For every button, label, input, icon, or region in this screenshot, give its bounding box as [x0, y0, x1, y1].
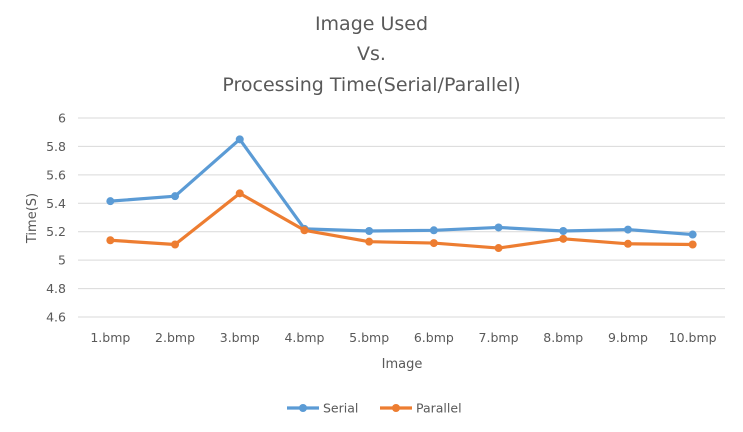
series-group: [106, 135, 697, 253]
legend: Serial Parallel: [287, 401, 462, 416]
data-point-serial: [429, 226, 438, 235]
x-tick-label: 9.bmp: [608, 330, 648, 345]
y-tick-label: 5.2: [46, 224, 66, 239]
data-point-parallel: [688, 240, 697, 249]
data-point-parallel: [429, 239, 438, 248]
x-tick-label: 6.bmp: [414, 330, 454, 345]
legend-item-serial: Serial: [287, 401, 358, 416]
y-tick-label: 4.8: [46, 281, 66, 296]
y-axis-title: Time(S): [25, 193, 40, 244]
x-tick-label: 5.bmp: [349, 330, 389, 345]
data-point-serial: [623, 225, 632, 234]
data-point-parallel: [235, 189, 244, 198]
legend-label-serial: Serial: [323, 401, 358, 416]
y-tick-label: 5: [58, 253, 66, 268]
series-line-parallel: [108, 191, 695, 250]
data-point-serial: [559, 227, 568, 236]
x-tick-label: 1.bmp: [90, 330, 130, 345]
data-point-parallel: [300, 226, 309, 235]
data-point-parallel: [623, 239, 632, 248]
x-axis-ticks: 1.bmp 2.bmp 3.bmp 4.bmp 5.bmp 6.bmp 7.bmp 8.bmp…: [90, 330, 716, 345]
x-tick-label: 7.bmp: [479, 330, 519, 345]
y-tick-label: 5.4: [46, 196, 66, 211]
data-point-parallel: [171, 240, 180, 249]
legend-marker-parallel: [392, 404, 400, 412]
data-point-parallel: [494, 244, 503, 253]
chart-title-line-2: Vs.: [357, 43, 386, 65]
data-point-serial: [365, 227, 374, 236]
data-point-serial: [171, 192, 180, 201]
chart-title: Image Used Vs. Processing Time(Serial/Pa…: [222, 13, 520, 96]
legend-label-parallel: Parallel: [416, 401, 462, 416]
gridlines: [78, 117, 725, 318]
y-tick-label: 5.6: [46, 167, 66, 182]
chart-title-line-3: Processing Time(Serial/Parallel): [222, 74, 520, 96]
x-tick-label: 10.bmp: [669, 330, 717, 345]
data-point-serial: [106, 197, 115, 206]
y-tick-label: 6: [58, 111, 66, 126]
data-point-parallel: [365, 237, 374, 246]
data-point-parallel: [106, 236, 115, 245]
series-parallel: [106, 189, 697, 253]
x-tick-label: 3.bmp: [220, 330, 260, 345]
data-point-serial: [688, 230, 697, 239]
series-serial: [106, 135, 697, 239]
y-axis-ticks: 4.6 4.8 5 5.2 5.4 5.6 5.8 6: [46, 111, 66, 325]
chart-title-line-1: Image Used: [315, 13, 428, 35]
data-point-serial: [494, 223, 503, 232]
series-line-serial: [108, 137, 695, 237]
y-tick-label: 5.8: [46, 139, 66, 154]
legend-item-parallel: Parallel: [380, 401, 462, 416]
x-axis-title: Image: [382, 357, 423, 372]
data-point-parallel: [559, 234, 568, 243]
y-tick-label: 4.6: [46, 310, 66, 325]
x-tick-label: 2.bmp: [155, 330, 195, 345]
data-point-serial: [235, 135, 244, 144]
x-tick-label: 4.bmp: [284, 330, 324, 345]
legend-marker-serial: [299, 404, 307, 412]
x-tick-label: 8.bmp: [543, 330, 583, 345]
